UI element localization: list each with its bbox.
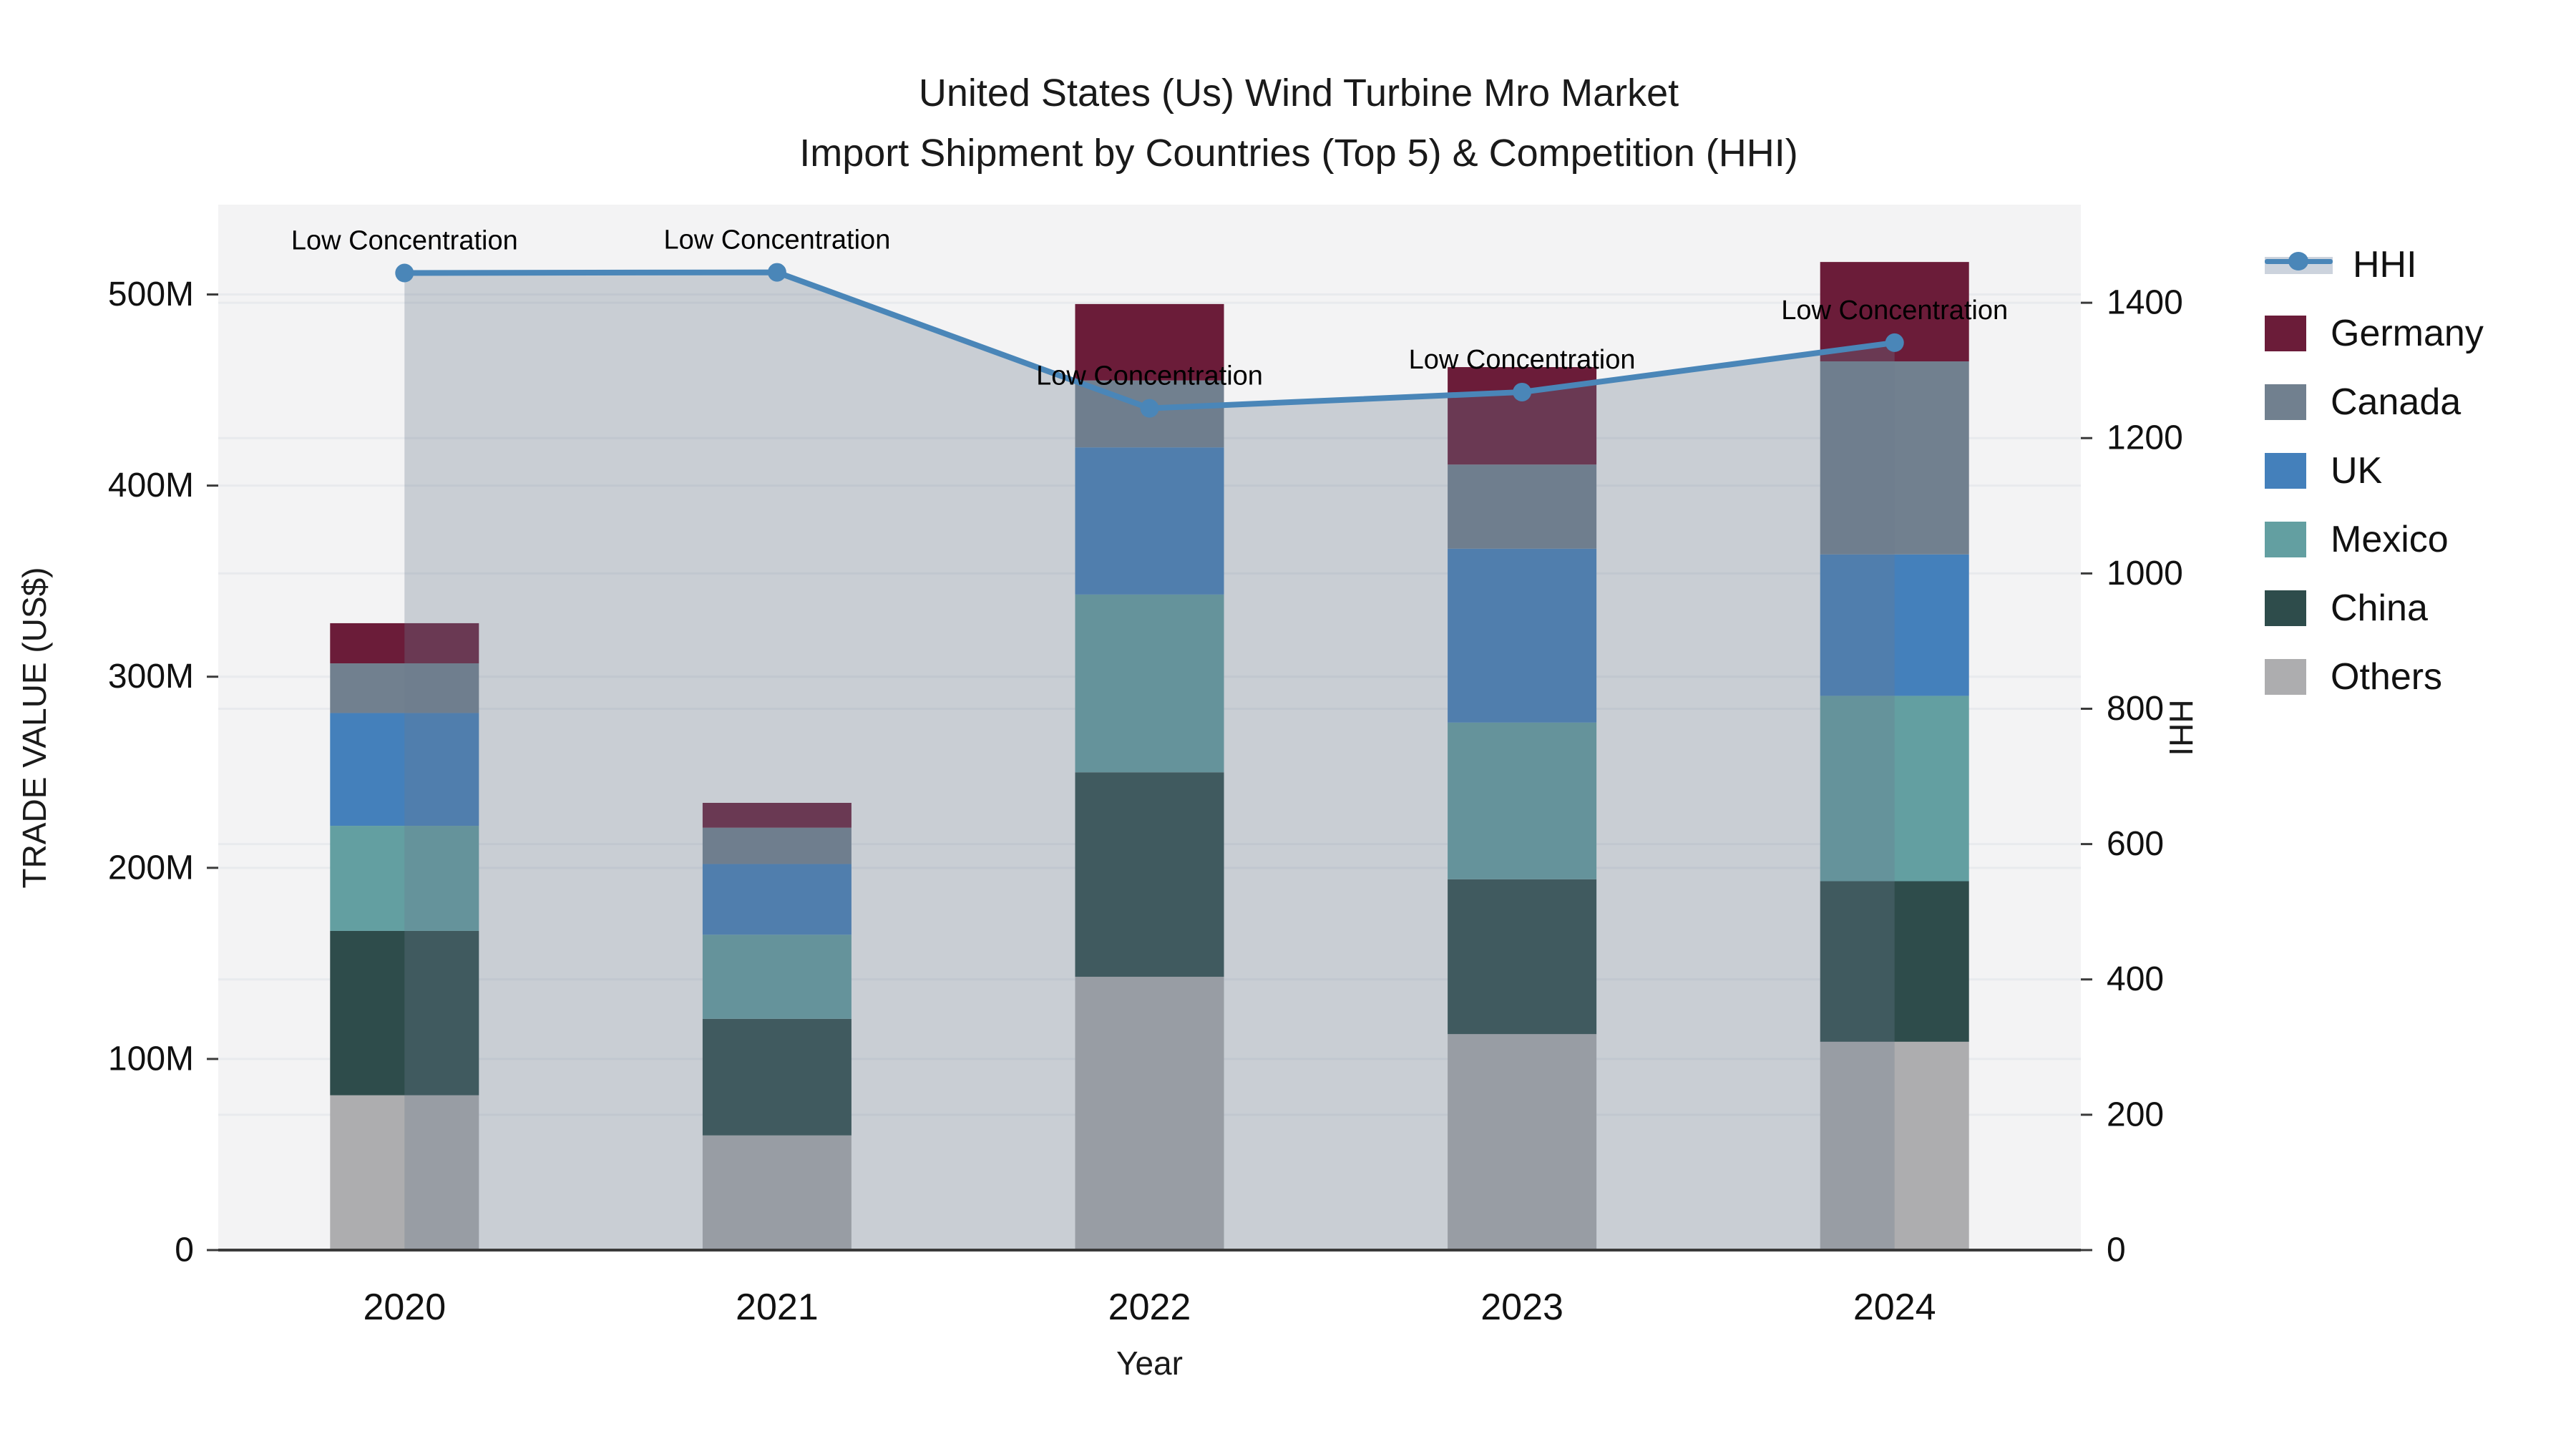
left-axis-tick-label: 500M — [108, 275, 194, 313]
hhi-marker-2023[interactable] — [1513, 382, 1532, 401]
bar-segment-others-2022[interactable] — [1075, 977, 1224, 1250]
right-axis-tick-label: 800 — [2107, 690, 2164, 728]
bar-segment-mexico-2023[interactable] — [1448, 722, 1597, 879]
legend-swatch-uk — [2265, 453, 2306, 489]
annotation-low-concentration-2020: Low Concentration — [291, 226, 518, 256]
bar-segment-germany-2020[interactable] — [330, 623, 479, 664]
annotation-low-concentration-2021: Low Concentration — [663, 225, 890, 255]
bar-segment-germany-2022[interactable] — [1075, 303, 1224, 381]
bar-segment-mexico-2020[interactable] — [330, 826, 479, 931]
bar-segment-others-2020[interactable] — [330, 1095, 479, 1250]
annotation-low-concentration-2024: Low Concentration — [1781, 296, 2008, 326]
bar-segment-china-2023[interactable] — [1448, 879, 1597, 1035]
hhi-marker-2022[interactable] — [1140, 399, 1159, 418]
legend-label-china: China — [2331, 587, 2428, 629]
x-axis-tick-label-2022: 2022 — [1108, 1287, 1191, 1328]
y-axis-title-right: HHI — [2162, 699, 2200, 756]
bar-segment-canada-2020[interactable] — [330, 663, 479, 713]
bar-segment-canada-2023[interactable] — [1448, 464, 1597, 549]
legend-item-uk[interactable]: UK — [2265, 436, 2484, 505]
bar-segment-others-2023[interactable] — [1448, 1034, 1597, 1250]
legend-item-mexico[interactable]: Mexico — [2265, 505, 2484, 574]
bar-segment-others-2024[interactable] — [1820, 1041, 1969, 1250]
left-axis-tick-label: 400M — [108, 467, 194, 504]
x-axis-title: Year — [1116, 1345, 1183, 1382]
left-axis-tick-label: 0 — [175, 1231, 194, 1269]
bar-segment-mexico-2024[interactable] — [1820, 696, 1969, 882]
bar-segment-others-2021[interactable] — [702, 1135, 852, 1250]
legend-swatch-germany — [2265, 316, 2306, 351]
left-axis-tick-label: 200M — [108, 849, 194, 887]
right-axis-tick-label: 600 — [2107, 825, 2164, 863]
x-axis-tick-label-2024: 2024 — [1853, 1287, 1936, 1328]
right-axis-tick-label: 200 — [2107, 1096, 2164, 1133]
right-axis-tick-label: 1200 — [2107, 419, 2183, 457]
x-axis-tick-label-2020: 2020 — [363, 1287, 446, 1328]
hhi-marker-2024[interactable] — [1885, 333, 1904, 352]
legend-swatch-others — [2265, 659, 2306, 695]
bar-segment-germany-2021[interactable] — [702, 803, 852, 828]
legend-label-mexico: Mexico — [2331, 519, 2449, 560]
legend-swatch-mexico — [2265, 522, 2306, 557]
left-axis-tick-label: 300M — [108, 658, 194, 696]
legend-hhi-line-icon — [2265, 247, 2333, 283]
bar-segment-uk-2021[interactable] — [702, 864, 852, 935]
chart-title-line1: United States (Us) Wind Turbine Mro Mark… — [918, 72, 1679, 114]
right-axis-tick-label: 400 — [2107, 960, 2164, 998]
left-axis-tick-label: 100M — [108, 1040, 194, 1078]
bar-segment-china-2020[interactable] — [330, 930, 479, 1096]
annotation-low-concentration-2022: Low Concentration — [1036, 361, 1263, 391]
legend-label-canada: Canada — [2331, 381, 2462, 423]
bar-segment-mexico-2022[interactable] — [1075, 594, 1224, 773]
legend-label-germany: Germany — [2331, 313, 2484, 354]
x-axis-tick-label-2021: 2021 — [736, 1287, 819, 1328]
legend-label-uk: UK — [2331, 450, 2383, 492]
bar-segment-uk-2024[interactable] — [1820, 554, 1969, 696]
chart-title: United States (Us) Wind Turbine Mro Mark… — [236, 63, 2361, 183]
bar-segment-china-2022[interactable] — [1075, 772, 1224, 977]
legend-line-dot — [2288, 252, 2308, 270]
hhi-area-fill — [404, 272, 1895, 1250]
chart-title-line2: Import Shipment by Countries (Top 5) & C… — [799, 132, 1798, 175]
right-axis-tick-label: 1000 — [2107, 555, 2183, 592]
annotation-low-concentration-2023: Low Concentration — [1409, 345, 1636, 375]
legend-item-others[interactable]: Others — [2265, 643, 2484, 711]
bar-segment-mexico-2021[interactable] — [702, 935, 852, 1019]
legend-item-germany[interactable]: Germany — [2265, 299, 2484, 368]
x-axis-tick-label-2023: 2023 — [1480, 1287, 1563, 1328]
legend: HHI Germany Canada UK Mexico China Others — [2265, 230, 2484, 711]
hhi-marker-2020[interactable] — [395, 263, 414, 283]
right-axis-tick-label: 0 — [2107, 1231, 2126, 1269]
right-axis-tick-label: 1400 — [2107, 284, 2183, 322]
legend-item-canada[interactable]: Canada — [2265, 368, 2484, 436]
legend-item-china[interactable]: China — [2265, 574, 2484, 643]
bar-segment-china-2021[interactable] — [702, 1018, 852, 1136]
legend-label-others: Others — [2331, 656, 2443, 698]
legend-item-hhi[interactable]: HHI — [2265, 230, 2484, 299]
bar-segment-uk-2022[interactable] — [1075, 447, 1224, 595]
hhi-marker-2021[interactable] — [767, 263, 786, 282]
bar-segment-uk-2023[interactable] — [1448, 548, 1597, 723]
legend-label-hhi: HHI — [2353, 244, 2417, 286]
legend-swatch-canada — [2265, 384, 2306, 420]
bar-segment-canada-2021[interactable] — [702, 827, 852, 864]
bar-segment-china-2024[interactable] — [1820, 881, 1969, 1042]
bar-segment-uk-2020[interactable] — [330, 713, 479, 826]
y-axis-title-left: TRADE VALUE (US$) — [16, 567, 53, 889]
legend-swatch-china — [2265, 590, 2306, 626]
bar-segment-canada-2024[interactable] — [1820, 361, 1969, 555]
